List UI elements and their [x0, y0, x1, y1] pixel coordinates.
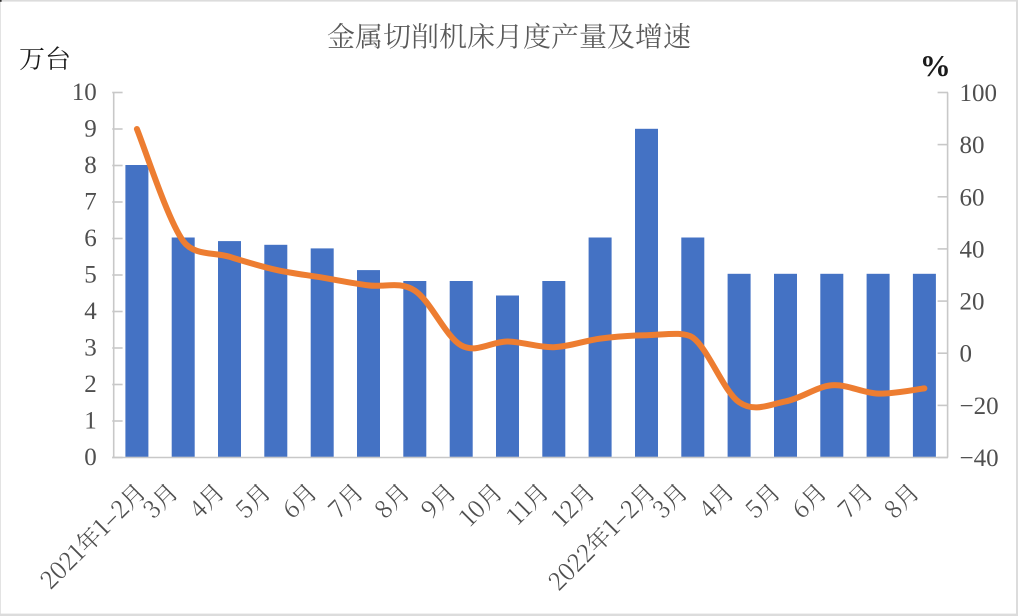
svg-text:−20: −20 [960, 393, 999, 420]
svg-text:10: 10 [72, 79, 97, 106]
svg-text:40: 40 [960, 236, 985, 263]
svg-text:1: 1 [84, 408, 97, 435]
svg-text:80: 80 [960, 132, 985, 159]
svg-text:6: 6 [84, 225, 97, 252]
svg-text:3: 3 [84, 335, 97, 362]
svg-text:60: 60 [960, 184, 985, 211]
svg-text:20: 20 [960, 289, 985, 316]
svg-text:2: 2 [84, 371, 97, 398]
svg-text:9: 9 [84, 116, 97, 143]
svg-text:4: 4 [84, 298, 97, 325]
svg-text:0: 0 [84, 444, 97, 471]
svg-text:−40: −40 [960, 445, 999, 472]
svg-text:7: 7 [84, 189, 97, 216]
svg-text:%: % [920, 48, 951, 83]
svg-text:100: 100 [960, 80, 998, 107]
svg-text:8: 8 [84, 152, 97, 179]
svg-text:5: 5 [84, 262, 97, 289]
svg-text:0: 0 [960, 341, 973, 368]
